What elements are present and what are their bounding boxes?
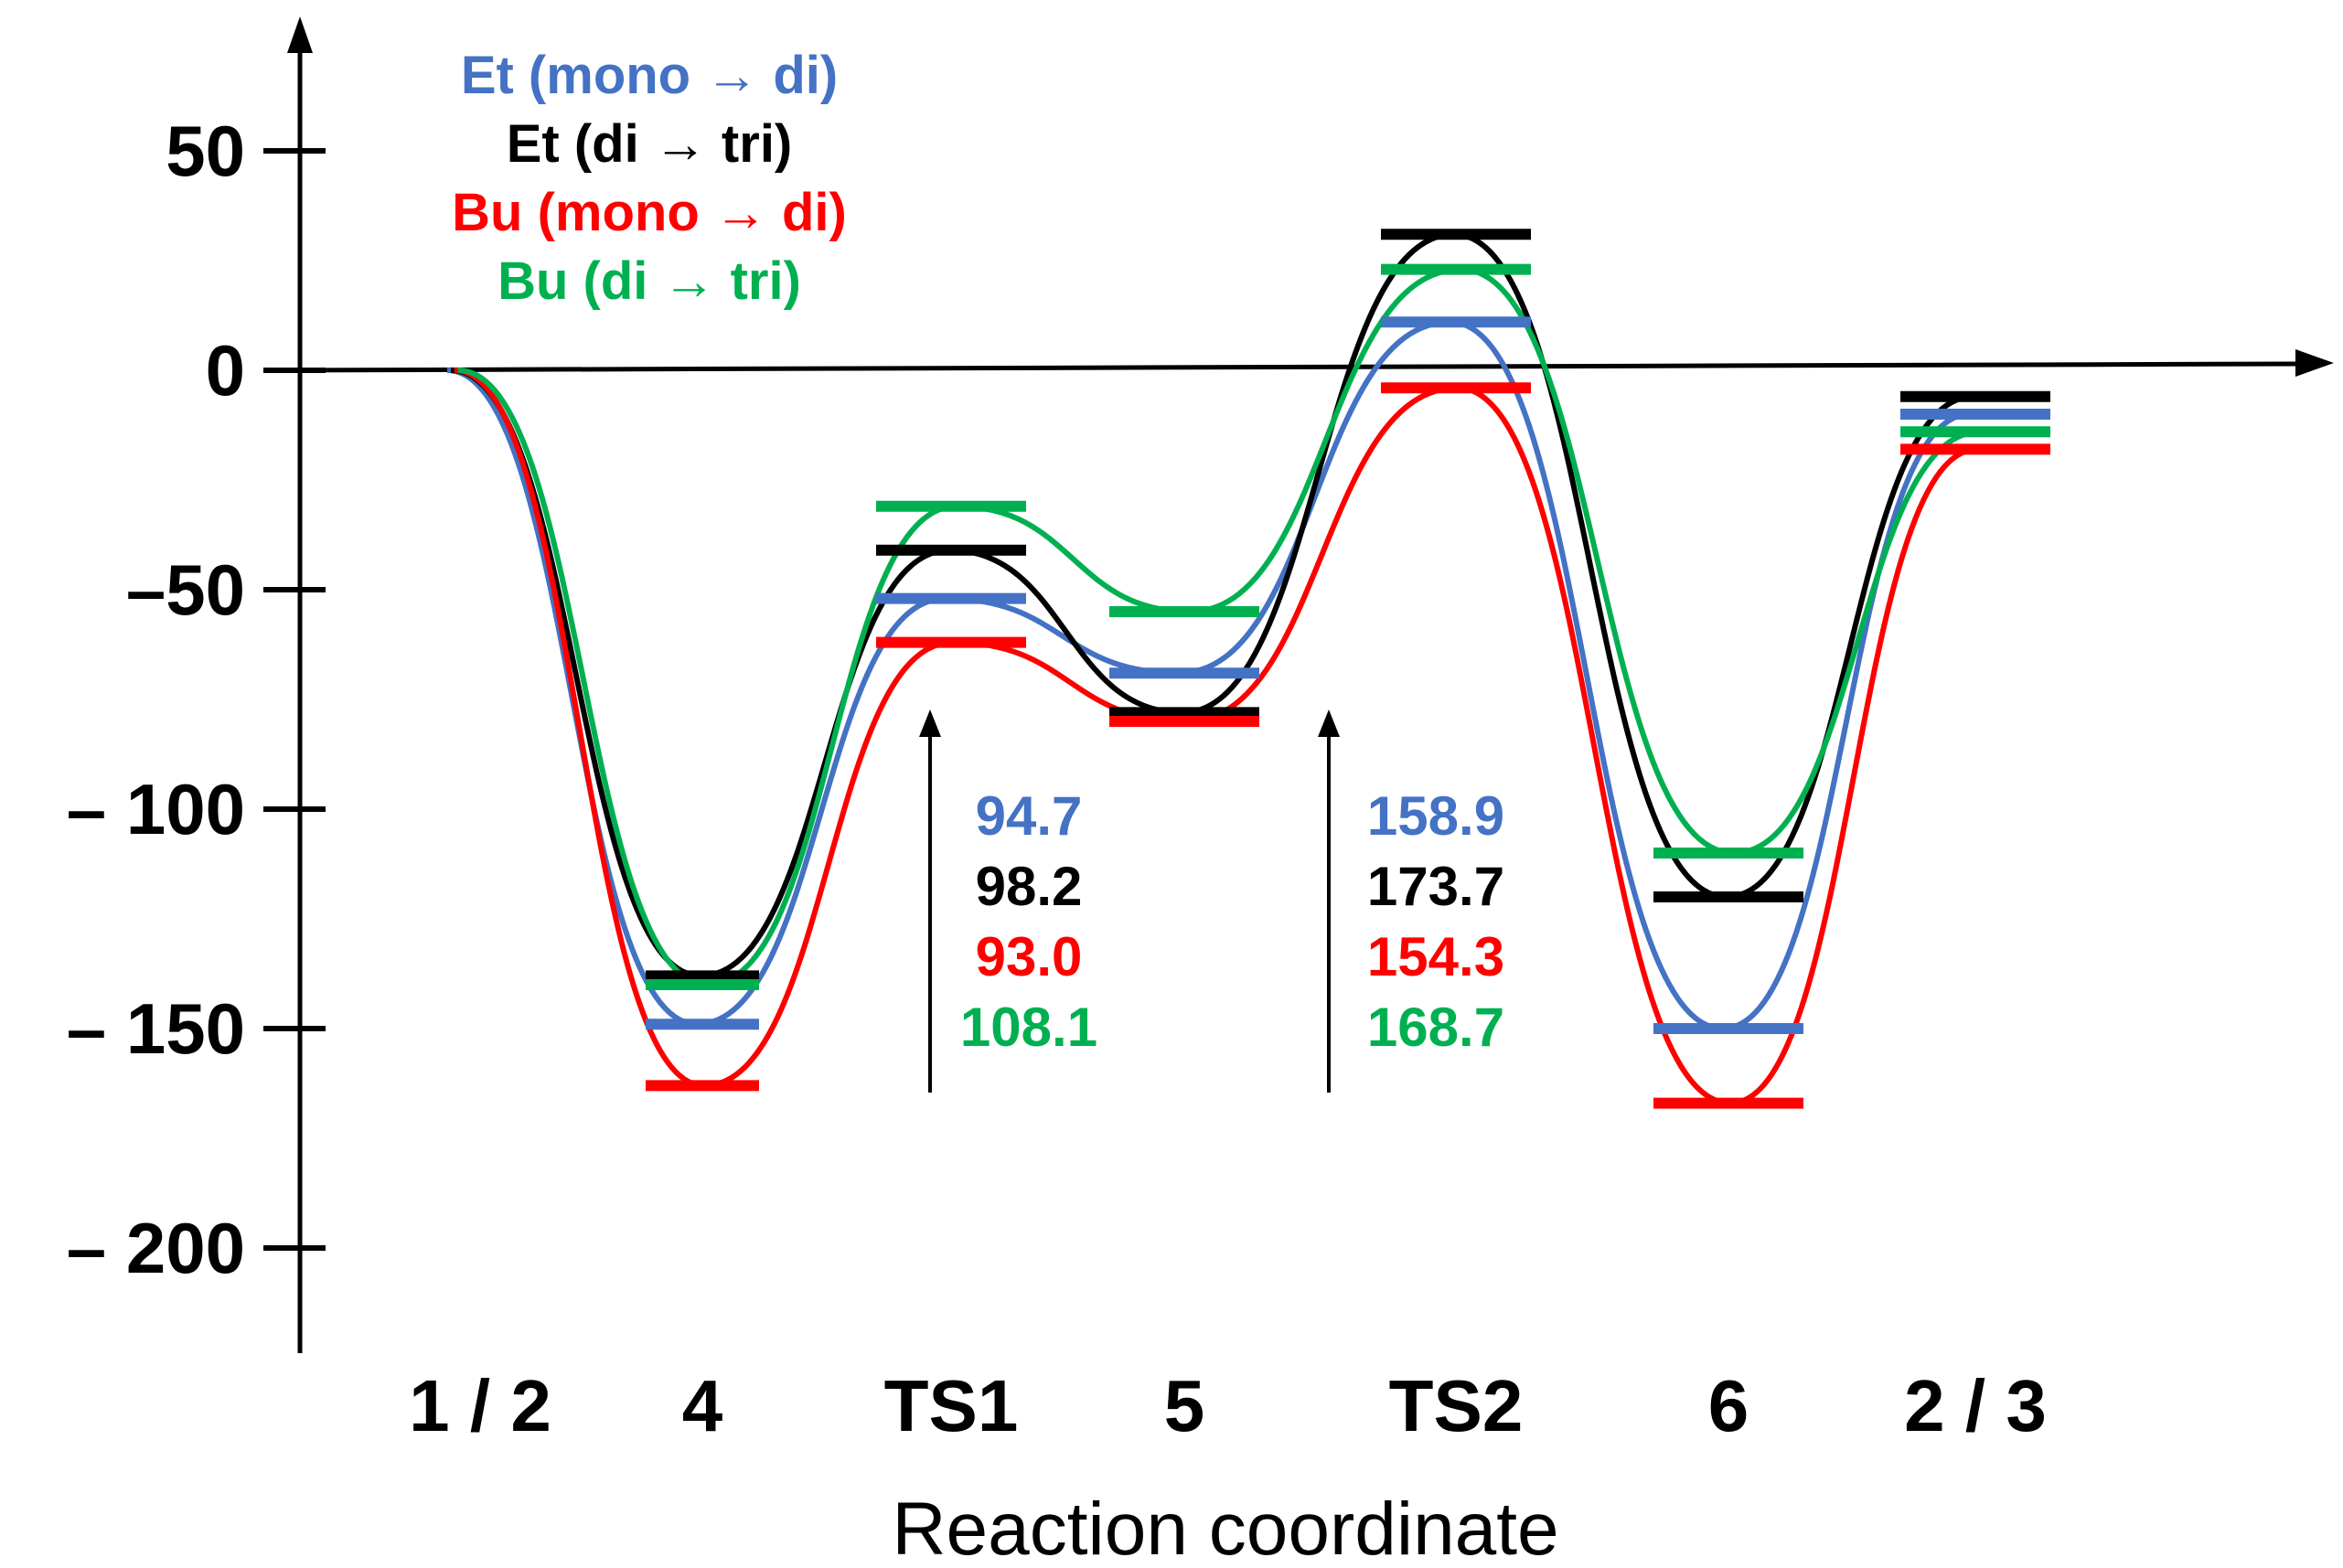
category-label: 5 [1164, 1365, 1205, 1446]
category-label: TS1 [884, 1365, 1019, 1446]
barrier-value: 108.1 [960, 997, 1097, 1058]
curve-series-1 [450, 231, 1974, 979]
legend-entry: Et (mono → di) [461, 46, 838, 105]
energy-levels [646, 229, 2050, 1109]
barrier-annotations: 94.7 98.2 93.0 108.1 158.9 173.7 154.3 168.7 [919, 709, 1504, 1093]
y-tick-label: 0 [206, 330, 245, 411]
x-axis-arrowhead [2295, 349, 2334, 377]
barrier-value: 94.7 [976, 785, 1083, 847]
y-tick-label: – 100 [67, 769, 245, 849]
y-tick-label: – 150 [67, 988, 245, 1069]
barrier-value: 154.3 [1367, 926, 1504, 987]
y-tick-label: –50 [126, 549, 245, 630]
category-label: 1 / 2 [409, 1365, 551, 1446]
legend: Et (mono → di) Et (di → tri) Bu (mono → di… [452, 46, 847, 311]
barrier-value: 173.7 [1367, 856, 1504, 917]
barrier-arrowhead-0 [919, 709, 941, 737]
y-tick-label: 50 [166, 111, 245, 191]
legend-entry: Et (di → tri) [507, 114, 793, 174]
y-ticks: 50 0 –50 – 100 – 150 – 200 [67, 111, 326, 1288]
category-label: 6 [1708, 1365, 1749, 1446]
barrier-value: 158.9 [1367, 785, 1504, 847]
x-axis-label: Reaction coordinate [892, 1488, 1558, 1568]
curve-series-2 [454, 368, 1978, 1106]
barrier-arrowhead-1 [1318, 709, 1340, 737]
category-label: 2 / 3 [1904, 1365, 2047, 1446]
curve-series-3 [457, 266, 1982, 988]
barrier-value: 98.2 [976, 856, 1083, 917]
curve-series-0 [446, 319, 1971, 1032]
y-axis-arrowhead [287, 16, 313, 53]
legend-entry: Bu (mono → di) [452, 183, 847, 242]
category-label: TS2 [1389, 1365, 1524, 1446]
legend-entry: Bu (di → tri) [497, 251, 801, 311]
barrier-value: 93.0 [976, 926, 1083, 987]
category-labels: 1 / 2 4 TS1 5 TS2 6 2 / 3 [409, 1365, 2047, 1446]
y-tick-label: – 200 [67, 1208, 245, 1288]
category-label: 4 [682, 1365, 723, 1446]
x-axis-line [273, 361, 2296, 373]
barrier-value: 168.7 [1367, 997, 1504, 1058]
